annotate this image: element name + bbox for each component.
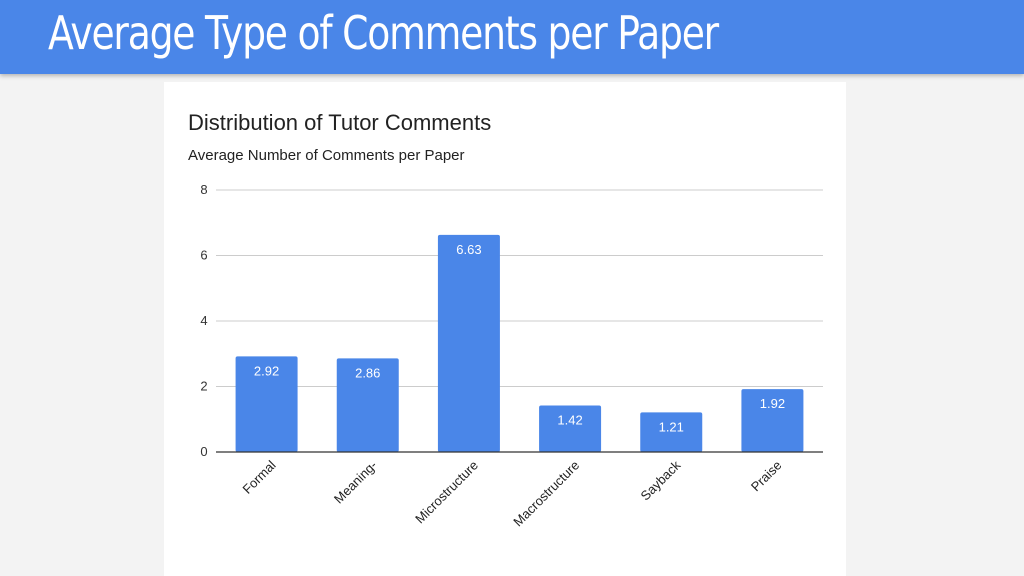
gridlines (216, 189, 823, 387)
y-axis-ticks: 0 2 4 6 8 (200, 182, 207, 459)
bar-macrostructure (539, 405, 602, 452)
data-label: 2.86 (355, 365, 380, 380)
bar-microstructure (437, 234, 500, 452)
category-label: Sayback (637, 457, 683, 503)
category-labels: Formal Meaning- Microstructure Macrostructu… (239, 457, 784, 529)
data-labels: 2.92 2.86 6.63 1.42 1.21 1.92 (254, 242, 785, 435)
data-label: 1.92 (760, 396, 785, 411)
category-label: Formal (239, 457, 278, 496)
slide-header: Average Type of Comments per Paper (0, 0, 1024, 74)
bar-praise (741, 389, 804, 452)
category-label: Meaning- (331, 458, 380, 507)
y-tick-label: 0 (200, 444, 207, 459)
chart-title: Distribution of Tutor Comments (188, 110, 491, 135)
chart-card: Distribution of Tutor Comments Average N… (164, 82, 846, 576)
bar-chart: Distribution of Tutor Comments Average N… (188, 110, 823, 529)
data-label: 2.92 (254, 363, 279, 378)
category-label: Macrostructure (510, 458, 582, 530)
y-tick-label: 6 (200, 248, 207, 263)
y-tick-label: 4 (200, 313, 207, 328)
data-label: 1.21 (659, 419, 684, 434)
bar-sayback (640, 412, 703, 452)
category-label: Praise (748, 458, 785, 495)
y-tick-label: 2 (200, 379, 207, 394)
y-tick-label: 8 (200, 182, 207, 197)
category-label: Microstructure (412, 458, 481, 527)
data-label: 6.63 (456, 242, 481, 257)
bars (235, 234, 804, 452)
bar-meaning (336, 358, 399, 452)
bar-formal (235, 356, 298, 452)
chart-subtitle: Average Number of Comments per Paper (188, 147, 465, 164)
data-label: 1.42 (557, 412, 582, 427)
slide-title: Average Type of Comments per Paper (48, 6, 719, 60)
